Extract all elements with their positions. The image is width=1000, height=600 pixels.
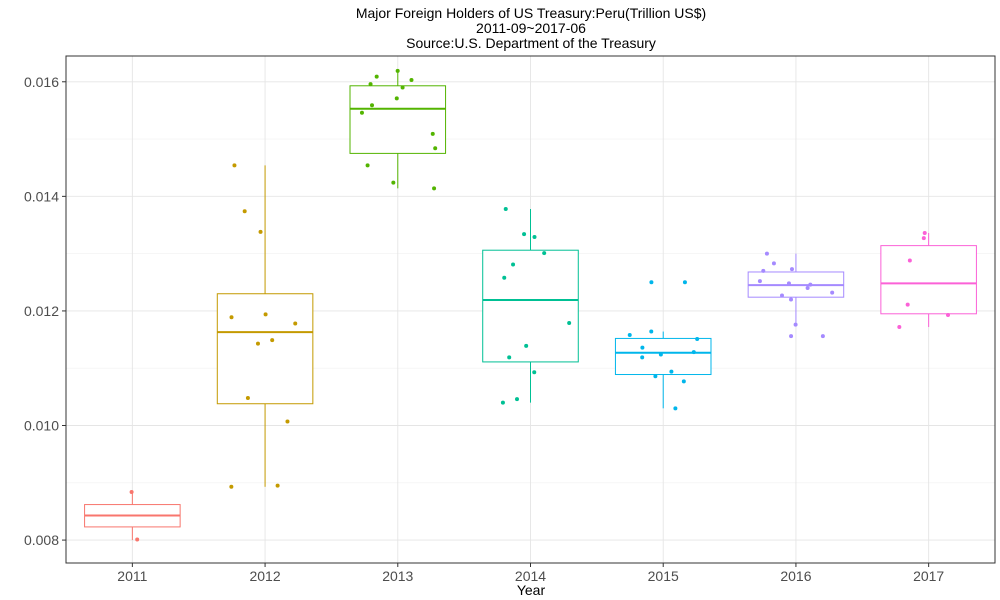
data-point [511,262,516,267]
data-point [359,110,364,115]
y-tick-label: 0.008 [24,532,59,548]
plot-area: 0.008 0.010 0.012 0.014 0.016 2011 2012 2013 201… [24,55,996,584]
data-point [649,329,654,334]
data-point [514,397,519,402]
data-point [129,489,134,494]
data-point [365,163,370,168]
data-point [681,379,686,384]
data-point [640,355,645,360]
x-tick-label: 2016 [780,568,811,584]
x-tick-label: 2017 [913,568,944,584]
data-point [922,231,927,236]
x-axis-title: Year [517,582,546,598]
data-point [258,229,263,234]
data-point [789,267,794,272]
data-point [275,483,280,488]
data-point [263,312,268,317]
box-iqr [614,337,712,376]
data-point [255,341,260,346]
data-point [669,369,674,374]
data-point [789,334,794,339]
data-point [793,322,798,327]
data-point [761,268,766,273]
data-point [640,345,645,350]
data-point [532,235,537,240]
data-point [409,78,414,83]
data-point [757,279,762,284]
data-point [567,320,572,325]
data-point [370,103,375,108]
chart-source: Source:U.S. Department of the Treasury [406,35,656,51]
data-point [500,400,505,405]
data-point [805,286,810,291]
data-point [293,321,298,326]
x-tick-label: 2013 [382,568,413,584]
data-point [695,337,700,342]
box-iqr [349,85,447,154]
data-point [820,334,825,339]
data-point [285,419,290,424]
x-tick-label: 2011 [117,568,147,584]
y-tick-label: 0.014 [24,188,59,204]
data-point [400,85,405,90]
data-point [432,186,437,191]
data-point [771,261,776,266]
data-point [649,280,654,285]
data-point [897,324,902,329]
data-point [245,396,250,401]
data-point [229,484,234,489]
box-iqr [880,245,977,315]
data-point [229,315,234,320]
data-point [653,374,658,379]
data-point [764,251,769,256]
data-point [135,537,140,542]
data-point [430,131,435,136]
data-point [502,275,507,280]
data-point [921,236,926,241]
chart-title: Major Foreign Holders of US Treasury:Per… [356,5,706,21]
data-point [374,74,379,79]
y-tick-label: 0.016 [24,74,59,90]
x-tick-label: 2014 [515,568,546,584]
x-tick-label: 2012 [249,568,280,584]
chart-subtitle: 2011-09~2017-06 [476,20,586,36]
y-tick-label: 0.012 [24,303,59,319]
data-point [673,406,678,411]
x-tick-label: 2015 [648,568,679,584]
data-point [786,281,791,286]
box-iqr [482,249,579,363]
data-point [905,302,910,307]
data-point [542,251,547,256]
data-point [232,163,237,168]
data-point [270,338,275,343]
data-point [779,293,784,298]
data-point [368,82,373,87]
data-point [522,232,527,237]
data-point [945,312,950,317]
data-point [242,209,247,214]
data-point [658,352,663,357]
data-point [503,206,508,211]
data-point [433,146,438,151]
data-point [627,332,632,337]
data-point [524,343,529,348]
data-point [691,350,696,355]
data-point [830,290,835,295]
box-iqr [216,293,314,405]
data-point [532,370,537,375]
data-point [907,258,912,263]
data-point [391,180,396,185]
data-point [395,68,400,73]
data-point [507,355,512,360]
data-point [394,96,399,101]
data-point [789,297,794,302]
data-point [808,282,813,287]
data-point [682,280,687,285]
y-tick-label: 0.010 [24,418,59,434]
